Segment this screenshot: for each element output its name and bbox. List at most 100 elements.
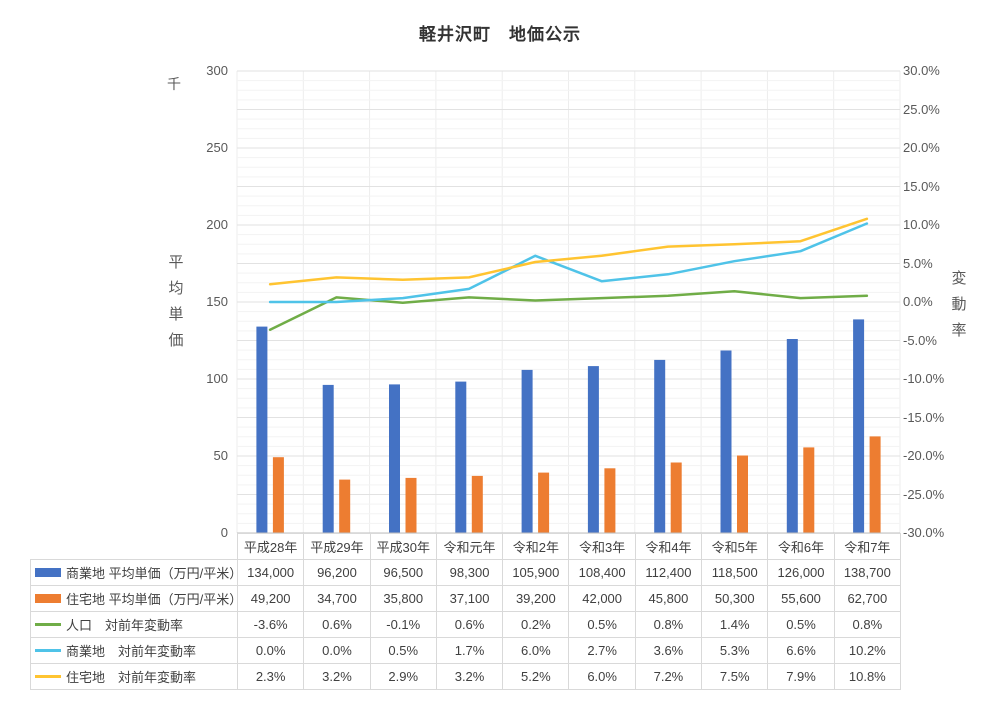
value-cell: 5.3%	[701, 636, 769, 664]
bar-residential	[803, 447, 815, 533]
value-cell: 0.5%	[568, 610, 636, 638]
right-axis-tick: 10.0%	[903, 217, 940, 232]
value-cell: 96,200	[303, 558, 371, 586]
value-cell: 7.9%	[767, 662, 835, 690]
right-axis-tick: -15.0%	[903, 409, 945, 425]
bar-residential	[604, 468, 616, 533]
value-cell: 1.4%	[701, 610, 769, 638]
value-cell: 0.6%	[303, 610, 371, 638]
value-cell: 6.0%	[502, 636, 570, 664]
value-cell: 108,400	[568, 558, 636, 586]
value-cell: 105,900	[502, 558, 570, 586]
value-cell: 138,700	[833, 558, 901, 586]
legend-line-swatch-icon	[35, 674, 61, 678]
legend-cell: 商業地 対前年変動率	[30, 636, 238, 664]
bar-residential	[869, 436, 881, 533]
value-cell: 1.7%	[435, 636, 504, 664]
left-axis-tick: 100	[206, 371, 228, 386]
value-cell: 98,300	[435, 558, 504, 586]
year-header-cell: 平成30年	[369, 533, 437, 560]
value-cell: 0.0%	[303, 636, 371, 664]
bar-residential	[538, 472, 550, 533]
bar-commercial	[720, 350, 732, 533]
bar-commercial	[853, 319, 865, 533]
value-cell: 0.5%	[369, 636, 437, 664]
right-axis-tick: 5.0%	[903, 255, 933, 271]
left-axis-title: 平均単価	[168, 254, 184, 349]
legend-line-swatch-icon	[35, 648, 61, 652]
year-header-cell: 平成28年	[236, 533, 305, 560]
chart-title: 軽井沢町 地価公示	[419, 25, 581, 44]
legend-label: 商業地 平均単価（万円/平米）	[66, 565, 238, 581]
right-axis-tick: 0.0%	[903, 294, 933, 309]
right-axis-tick: -25.0%	[903, 486, 945, 502]
value-cell: 37,100	[435, 584, 504, 612]
year-header-cell: 令和元年	[435, 533, 504, 560]
legend-label: 住宅地 平均単価（万円/平米）	[66, 591, 238, 607]
bar-residential	[737, 455, 748, 533]
legend-cell: 住宅地 平均単価（万円/平米）	[30, 584, 238, 612]
right-axis-tick: 25.0%	[903, 101, 940, 117]
bar-commercial	[389, 384, 400, 533]
year-header-cell: 令和6年	[767, 533, 835, 560]
right-axis-tick: -30.0%	[903, 525, 945, 540]
value-cell: 3.2%	[435, 662, 504, 690]
left-axis-tick: 0	[220, 525, 228, 540]
table-row: 商業地 平均単価（万円/平米） 134,000 96,200 96,500 98,300…	[30, 558, 901, 586]
value-cell: 6.0%	[568, 662, 636, 690]
table-row: 商業地 対前年変動率 0.0% 0.0% 0.5% 1.7% 6.0% 2.7% 3.6% 5.…	[30, 636, 901, 664]
table-row: 住宅地 対前年変動率 2.3% 3.2% 2.9% 3.2% 5.2% 6.0% 7.2% 7.…	[30, 662, 901, 690]
value-cell: 134,000	[236, 558, 305, 586]
value-cell: 42,000	[568, 584, 636, 612]
legend-bar-swatch-icon	[35, 567, 61, 577]
right-axis-tick: -5.0%	[903, 332, 937, 348]
legend-label: 住宅地 対前年変動率	[66, 669, 197, 685]
bar-residential	[471, 475, 483, 533]
line-series	[268, 222, 869, 304]
value-cell: 0.0%	[236, 636, 305, 664]
value-cell: 126,000	[767, 558, 835, 586]
value-cell: 34,700	[303, 584, 371, 612]
year-header-cell: 令和7年	[833, 533, 901, 560]
bar-residential	[405, 477, 417, 533]
bar-residential	[670, 462, 682, 533]
right-axis-tick: -10.0%	[903, 371, 945, 386]
value-cell: 2.3%	[236, 662, 305, 690]
bar-commercial	[587, 366, 599, 533]
legend-label: 人口 対前年変動率	[66, 617, 184, 633]
value-cell: 3.2%	[303, 662, 371, 690]
left-axis-unit-label: 千	[167, 76, 181, 92]
right-axis-tick: 30.0%	[903, 63, 940, 78]
left-axis-tick: 50	[213, 448, 228, 463]
value-cell: 0.8%	[634, 610, 703, 638]
right-axis-tick: 15.0%	[903, 178, 940, 194]
year-header-cell: 令和2年	[502, 533, 570, 560]
bar-residential	[272, 457, 284, 533]
value-cell: 10.8%	[833, 662, 901, 690]
table-header-row: 平成28年 平成29年 平成30年 令和元年 令和2年 令和3年 令和4年 令和5年 令和6年令…	[30, 533, 901, 560]
value-cell: 96,500	[369, 558, 437, 586]
value-cell: 2.7%	[568, 636, 636, 664]
bar-commercial	[786, 339, 798, 533]
value-cell: 55,600	[767, 584, 835, 612]
legend-cell: 商業地 平均単価（万円/平米）	[30, 558, 238, 586]
right-axis-tick: -20.0%	[903, 448, 945, 463]
year-header-cell: 令和5年	[701, 533, 769, 560]
year-header-cell: 平成29年	[303, 533, 371, 560]
value-cell: 7.5%	[701, 662, 769, 690]
left-axis-tick: 200	[206, 217, 228, 232]
value-cell: 0.8%	[833, 610, 901, 638]
legend-label: 商業地 対前年変動率	[66, 643, 197, 659]
right-axis-title: 変動率	[951, 270, 967, 339]
value-cell: 45,800	[634, 584, 703, 612]
bar-commercial	[455, 381, 467, 533]
value-cell: 50,300	[701, 584, 769, 612]
bar-residential	[339, 479, 351, 533]
value-cell: 0.2%	[502, 610, 570, 638]
value-cell: 118,500	[701, 558, 769, 586]
value-cell: 35,800	[369, 584, 437, 612]
legend-bar-swatch-icon	[35, 593, 61, 603]
value-cell: 10.2%	[833, 636, 901, 664]
